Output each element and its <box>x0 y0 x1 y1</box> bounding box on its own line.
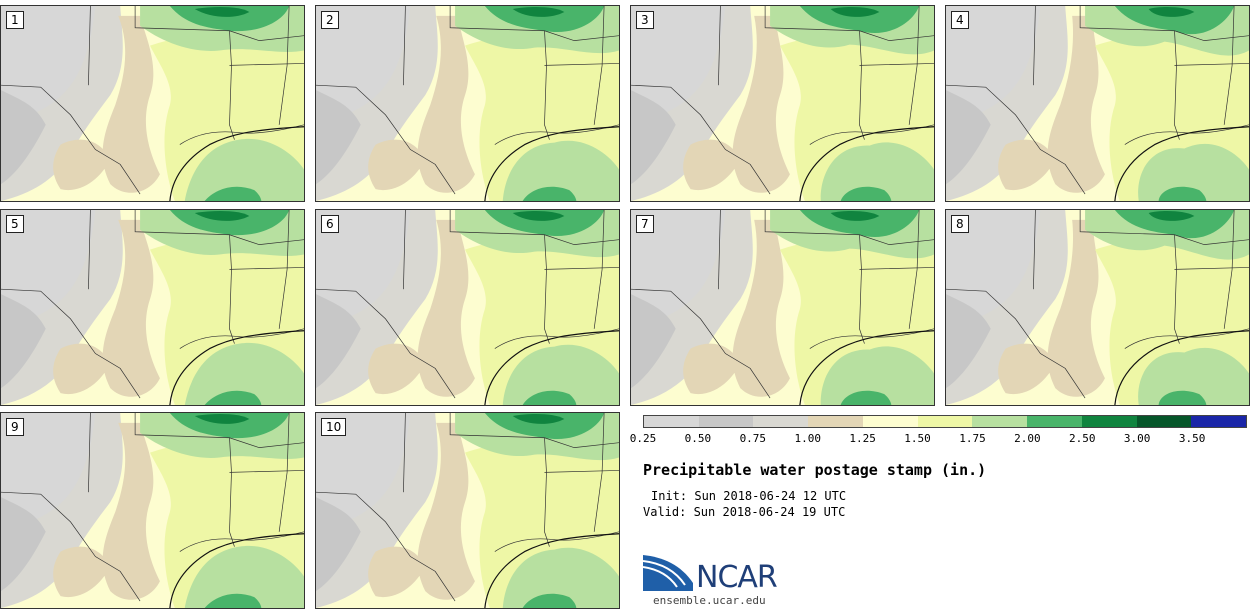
member-label: 4 <box>951 11 969 29</box>
member-label: 7 <box>636 215 654 233</box>
map-panel: 10 <box>315 412 620 609</box>
map-panel: 2 <box>315 5 620 202</box>
colorbar <box>643 415 1247 428</box>
colorbar-segment <box>644 416 699 427</box>
colorbar-tick-labels: 0.25 0.50 0.75 1.00 1.25 1.50 1.75 2.00 2.50 3.00… <box>630 432 1260 446</box>
colorbar-tick-label: 0.25 <box>629 432 657 445</box>
colorbar-segment <box>972 416 1028 427</box>
map-field <box>946 210 1249 405</box>
map-field <box>316 210 619 405</box>
colorbar-tick-label: 1.50 <box>904 432 931 445</box>
map-panel: 7 <box>630 209 935 406</box>
map-field <box>1 413 304 608</box>
site-url: ensemble.ucar.edu <box>653 594 766 607</box>
colorbar-segment <box>808 416 863 427</box>
map-field <box>316 6 619 201</box>
member-label: 5 <box>6 215 24 233</box>
map-field <box>946 6 1249 201</box>
colorbar-tick-label: 2.00 <box>1014 432 1041 445</box>
map-field <box>316 413 619 608</box>
map-field <box>631 210 934 405</box>
valid-time: Valid: Sun 2018-06-24 19 UTC <box>643 505 846 519</box>
member-label: 9 <box>6 418 24 436</box>
plot-title: Precipitable water postage stamp (in.) <box>643 461 987 479</box>
map-panel: 6 <box>315 209 620 406</box>
map-panel: 4 <box>945 5 1250 202</box>
colorbar-tick-label: 1.00 <box>794 432 821 445</box>
map-field <box>1 6 304 201</box>
colorbar-tick-label: 3.00 <box>1123 432 1151 445</box>
member-label: 10 <box>321 418 347 436</box>
colorbar-tick-label: 0.50 <box>684 432 712 445</box>
colorbar-segment <box>1081 416 1137 427</box>
map-field <box>1 210 304 405</box>
init-time: Init: Sun 2018-06-24 12 UTC <box>651 489 847 503</box>
colorbar-segment <box>1136 416 1192 427</box>
colorbar-segment <box>917 416 973 427</box>
member-label: 6 <box>321 215 339 233</box>
colorbar-segment <box>862 416 918 427</box>
colorbar-segment <box>1191 416 1247 427</box>
colorbar-tick-label: 1.75 <box>959 432 986 445</box>
colorbar-segment <box>698 416 754 427</box>
member-label: 3 <box>636 11 654 29</box>
colorbar-tick-label: 0.75 <box>739 432 767 445</box>
colorbar-segment <box>1027 416 1082 427</box>
logo-text: NCAR <box>696 560 778 595</box>
colorbar-segment <box>753 416 809 427</box>
map-panel: 9 <box>0 412 305 609</box>
map-panel: 1 <box>0 5 305 202</box>
member-label: 8 <box>951 215 969 233</box>
colorbar-tick-label: 2.50 <box>1069 432 1096 445</box>
map-panel: 5 <box>0 209 305 406</box>
colorbar-tick-label: 1.25 <box>849 432 876 445</box>
map-field <box>631 6 934 201</box>
map-panel: 3 <box>630 5 935 202</box>
colorbar-tick-label: 3.50 <box>1178 432 1206 445</box>
ncar-logo-icon <box>643 555 693 591</box>
map-panel: 8 <box>945 209 1250 406</box>
member-label: 2 <box>321 11 339 29</box>
member-label: 1 <box>6 11 24 29</box>
